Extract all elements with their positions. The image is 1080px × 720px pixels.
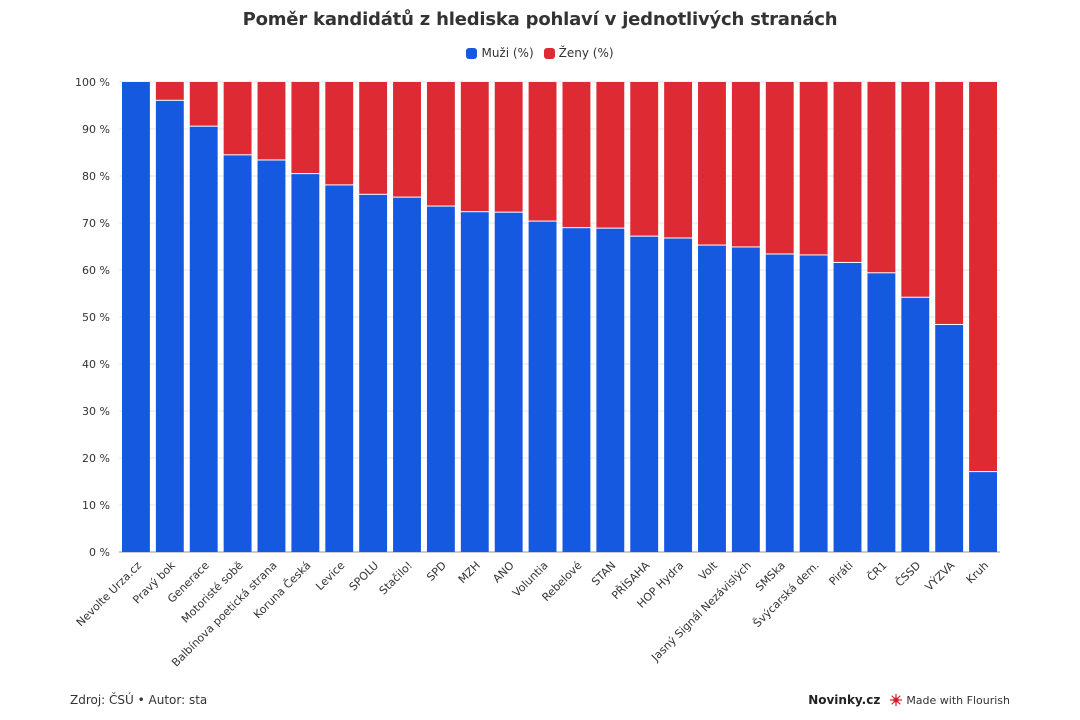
x-tick-label: MZH [456, 559, 483, 586]
bar-zeny[interactable] [901, 82, 930, 297]
bars [122, 82, 997, 553]
bar-zeny[interactable] [223, 82, 252, 155]
x-tick-label: Kruh [964, 559, 991, 586]
bar-muzi[interactable] [122, 82, 150, 552]
y-axis: 0 % 10 % 20 % 30 % 40 % 50 % 60 % 70 % 80 % 90 % 1… [75, 76, 110, 559]
bar-zeny[interactable] [189, 82, 218, 126]
bar-muzi[interactable] [223, 155, 252, 552]
legend-item-muzi[interactable]: Muži (%) [466, 46, 534, 60]
bar-zeny[interactable] [528, 82, 557, 221]
bar-zeny[interactable] [833, 82, 862, 262]
bar-zeny[interactable] [969, 82, 997, 472]
bar-muzi[interactable] [359, 194, 388, 553]
bar-zeny[interactable] [393, 82, 421, 197]
x-tick-label: VÝZVA [923, 559, 958, 594]
bar-muzi[interactable] [189, 126, 218, 553]
y-tick-label: 10 % [82, 499, 110, 512]
bar-zeny[interactable] [664, 82, 693, 238]
bar-muzi[interactable] [833, 262, 862, 552]
legend-item-zeny[interactable]: Ženy (%) [543, 46, 614, 60]
y-tick-label: 50 % [82, 311, 110, 324]
bar-muzi[interactable] [460, 212, 489, 552]
bar-muzi[interactable] [935, 324, 964, 552]
x-tick-label: ČR1 [865, 559, 890, 584]
bar-muzi[interactable] [426, 206, 455, 553]
bar-muzi[interactable] [799, 255, 828, 552]
x-tick-label: STAN [589, 559, 618, 588]
bar-muzi[interactable] [393, 197, 421, 552]
legend-swatch-zeny [543, 47, 555, 59]
bar-zeny[interactable] [562, 82, 591, 228]
y-tick-label: 60 % [82, 264, 110, 277]
bar-muzi[interactable] [901, 297, 930, 552]
legend-label-zeny: Ženy (%) [558, 46, 614, 60]
bar-muzi[interactable] [155, 100, 184, 553]
bar-muzi[interactable] [257, 160, 286, 553]
y-tick-label: 0 % [89, 546, 110, 559]
bar-chart: 0 % 10 % 20 % 30 % 40 % 50 % 60 % 70 % 80 % 90 % 1… [74, 76, 1000, 669]
bar-zeny[interactable] [494, 82, 523, 212]
source-credit: Zdroj: ČSÚ • Autor: sta [70, 693, 208, 707]
bar-zeny[interactable] [867, 82, 896, 273]
bar-muzi[interactable] [867, 273, 896, 552]
bar-muzi[interactable] [528, 221, 557, 552]
chart-legend: Muži (%) Ženy (%) [0, 46, 1080, 60]
bar-zeny[interactable] [630, 82, 659, 236]
bar-muzi[interactable] [325, 185, 354, 552]
bar-muzi[interactable] [291, 174, 320, 552]
footer-brand: Novinky.cz Made with Flourish [808, 693, 1010, 707]
flourish-link[interactable]: Made with Flourish [890, 694, 1010, 707]
x-tick-label: Piráti [827, 559, 856, 588]
bar-muzi[interactable] [630, 236, 659, 552]
bar-zeny[interactable] [257, 82, 286, 160]
x-tick-label: ANO [490, 559, 517, 586]
bar-zeny[interactable] [460, 82, 489, 212]
made-with-flourish: Made with Flourish [906, 693, 1010, 707]
x-tick-label: Volt [696, 558, 720, 582]
bar-zeny[interactable] [426, 82, 455, 206]
x-tick-label: Stačilo! [377, 559, 415, 597]
x-tick-label: SPD [424, 559, 449, 584]
bar-zeny[interactable] [731, 82, 760, 247]
bar-muzi[interactable] [731, 247, 760, 552]
x-tick-label: Levice [313, 559, 347, 593]
legend-label-muzi: Muži (%) [481, 46, 534, 60]
bar-muzi[interactable] [698, 245, 726, 552]
bar-zeny[interactable] [359, 82, 388, 194]
flourish-star-icon [890, 694, 903, 706]
bar-zeny[interactable] [698, 82, 726, 245]
legend-swatch-muzi [466, 47, 478, 59]
y-tick-label: 20 % [82, 452, 110, 465]
bar-muzi[interactable] [494, 212, 523, 552]
y-tick-label: 70 % [82, 217, 110, 230]
bar-muzi[interactable] [562, 228, 591, 553]
x-tick-label: ČSSD [893, 559, 923, 589]
brand-logo[interactable]: Novinky.cz [808, 693, 881, 707]
bar-zeny[interactable] [799, 82, 828, 255]
bar-muzi[interactable] [664, 238, 693, 552]
bar-muzi[interactable] [969, 472, 997, 552]
y-tick-label: 80 % [82, 170, 110, 183]
bar-muzi[interactable] [596, 228, 625, 552]
chart-title: Poměr kandidátů z hlediska pohlaví v jed… [242, 9, 838, 30]
bar-zeny[interactable] [765, 82, 794, 254]
bar-zeny[interactable] [935, 82, 964, 324]
y-tick-label: 100 % [75, 76, 110, 89]
bar-muzi[interactable] [765, 254, 794, 553]
bar-zeny[interactable] [291, 82, 320, 174]
y-tick-label: 30 % [82, 405, 110, 418]
bar-zeny[interactable] [325, 82, 354, 185]
bar-zeny[interactable] [155, 82, 184, 100]
bar-zeny[interactable] [596, 82, 625, 228]
y-tick-label: 90 % [82, 123, 110, 136]
y-tick-label: 40 % [82, 358, 110, 371]
